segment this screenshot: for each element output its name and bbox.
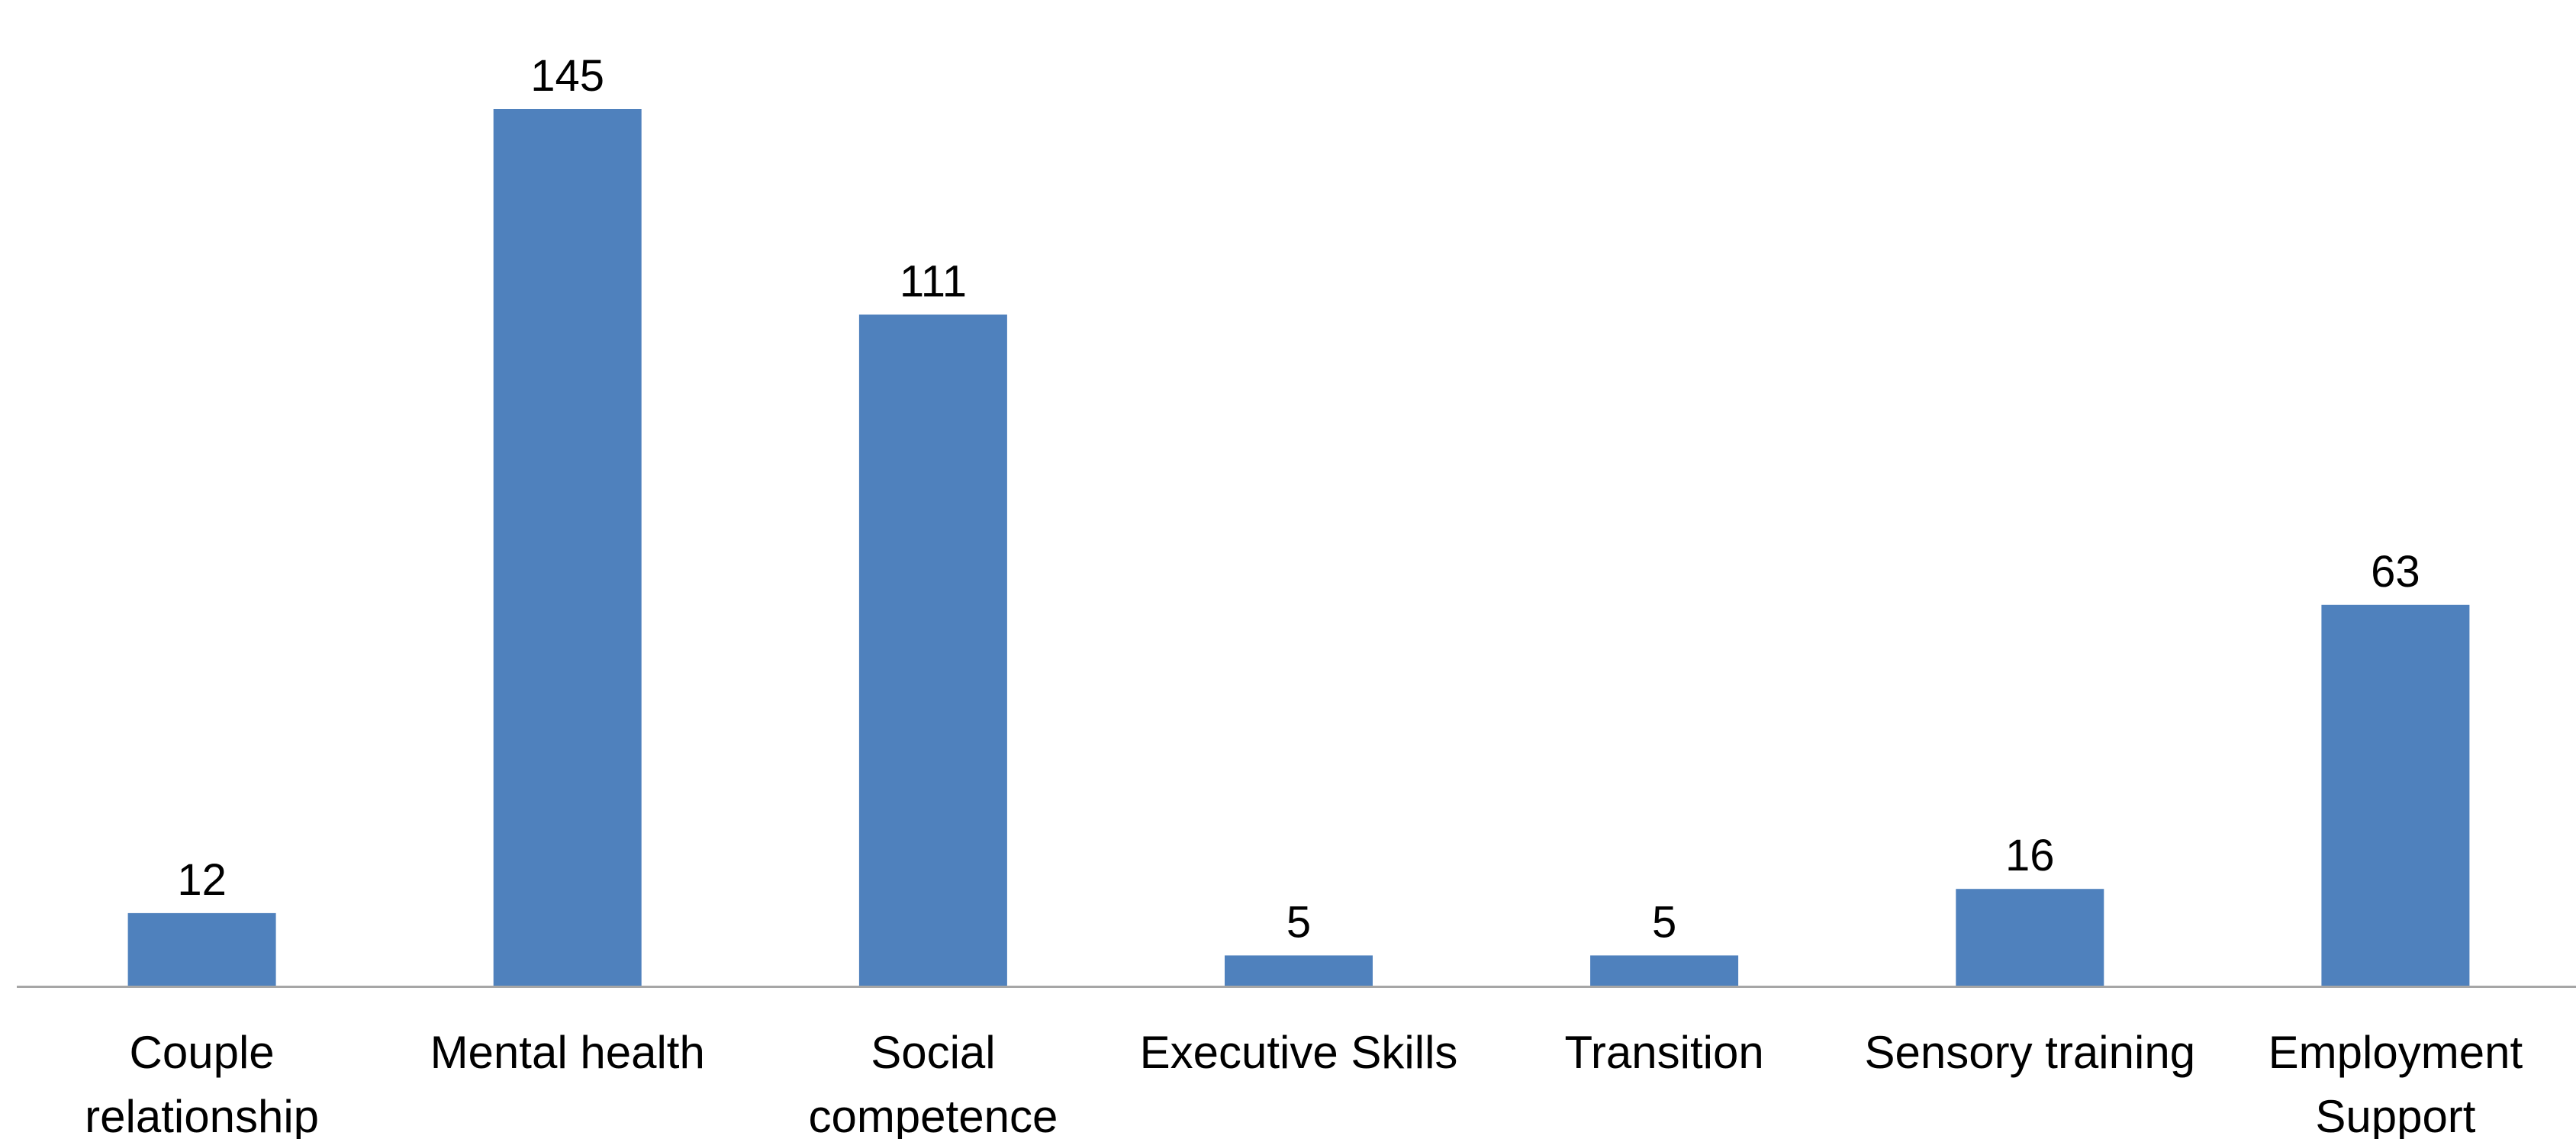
bar-value-label: 63 (2371, 547, 2420, 597)
category-label-line: Executive Skills (1140, 1027, 1458, 1078)
category-label-line: relationship (85, 1091, 319, 1139)
bar-value-label: 111 (900, 256, 967, 306)
category-labels-group: Couple relationship Mental health Social com… (85, 1027, 2523, 1139)
category-label: Mental health (430, 1027, 705, 1078)
bar-value-label: 16 (2005, 831, 2055, 880)
bar (2321, 604, 2470, 986)
value-labels-group: 12 145 111 5 5 16 63 (177, 51, 2420, 947)
category-label-line: Transition (1564, 1027, 1763, 1078)
category-label: Sensory training (1865, 1027, 2196, 1078)
category-label: Couple relationship (85, 1027, 319, 1139)
bar (1590, 955, 1739, 986)
category-label-line: Couple (130, 1027, 275, 1078)
category-label: Transition (1564, 1027, 1763, 1078)
bar (493, 109, 642, 986)
bars-group (127, 109, 2470, 986)
bar (1225, 955, 1373, 986)
bar-value-label: 12 (177, 855, 227, 905)
bar-value-label: 5 (1286, 897, 1311, 947)
category-label: Employment Support (2268, 1027, 2523, 1139)
bar-value-label: 145 (530, 51, 604, 101)
category-label-line: Employment (2268, 1027, 2523, 1078)
category-label-line: Social (871, 1027, 995, 1078)
category-label-line: Sensory training (1865, 1027, 2196, 1078)
category-label-line: competence (808, 1091, 1058, 1139)
bar (858, 314, 1007, 986)
category-label-line: Mental health (430, 1027, 705, 1078)
category-label: Social competence (808, 1027, 1058, 1139)
bar (127, 912, 276, 986)
category-label: Executive Skills (1140, 1027, 1458, 1078)
bar-value-label: 5 (1652, 897, 1676, 947)
bar (1956, 889, 2104, 986)
category-label-line: Support (2315, 1091, 2475, 1139)
